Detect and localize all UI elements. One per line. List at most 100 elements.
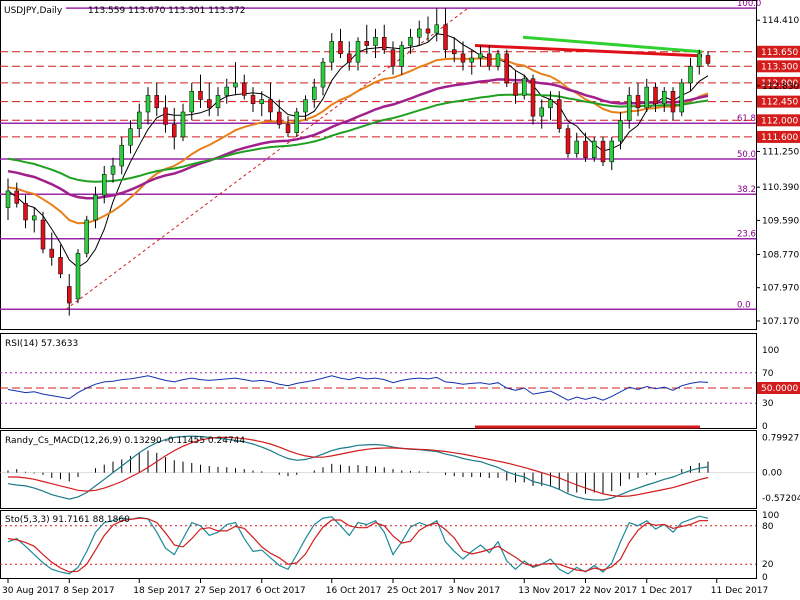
candle-body [574, 140, 579, 154]
price-panel-frame [0, 0, 757, 330]
candle-body [434, 24, 439, 34]
rsi-tick-label: 100 [762, 346, 779, 356]
date-label: 25 Oct 2017 [387, 586, 443, 596]
candle-body [128, 128, 133, 146]
candle-body [242, 82, 247, 96]
candle-body [233, 82, 238, 88]
rsi-panel-frame [0, 333, 757, 429]
moving-averages [7, 33, 709, 269]
candle-body [644, 86, 649, 109]
candle-body [338, 41, 343, 55]
candle-body [215, 95, 221, 109]
candle-body [417, 28, 422, 38]
price-level-tag [757, 95, 800, 108]
candle-body [635, 95, 641, 109]
fib-label: 50.0 [737, 150, 756, 160]
candle-body [425, 28, 431, 34]
candle-body [207, 99, 212, 109]
sto-tick-label: 0 [762, 573, 768, 583]
candle-body [23, 203, 28, 221]
candle-body [84, 219, 89, 254]
candle-body [618, 120, 623, 142]
fibonacci-levels: 100.0 61.8 50.0 38.2 23.6 0.0 [0, 0, 761, 310]
candle-body [688, 66, 693, 84]
macd-tick-label: 0.00 [762, 469, 782, 479]
symbol-timeframe: USDJPY,Daily [4, 6, 63, 16]
candle-body [224, 86, 229, 96]
rsi-tick-label: 70 [762, 369, 774, 379]
candle-body [504, 53, 509, 84]
candle-body [609, 140, 614, 163]
candle-body [320, 61, 326, 88]
candle-body [705, 55, 711, 64]
candle-body [198, 90, 203, 100]
fib-label: 100.0 [737, 0, 761, 9]
candle-body [49, 248, 54, 258]
candle-body [443, 24, 448, 50]
rsi-level-label: 50.0000 [761, 384, 798, 394]
ma-slow-line [7, 78, 709, 200]
candle-body [172, 124, 177, 138]
candle-body [382, 36, 387, 50]
date-label: 6 Oct 2017 [256, 586, 306, 596]
sto-signal-line [7, 517, 709, 573]
fib-label: 38.2 [737, 185, 756, 195]
price-tick-label: 110.390 [762, 183, 799, 193]
date-label: 11 Dec 2017 [711, 586, 769, 596]
macd-signal-line [8, 436, 709, 498]
candle-body [487, 53, 492, 67]
candle-body [102, 174, 107, 196]
macd-main-line [7, 435, 709, 501]
price-level-label: 113.650 [761, 48, 798, 58]
sto-title: Sto(5,3,3) 91.7161 88.1860 [5, 515, 130, 525]
fib-label: 61.8 [737, 114, 756, 124]
candle-body [180, 111, 186, 138]
date-label: 22 Nov 2017 [580, 586, 638, 596]
candle-body [347, 53, 352, 63]
candle-body [530, 78, 536, 117]
candle-body [697, 53, 702, 67]
candle-body [373, 36, 378, 46]
candle-body [93, 194, 98, 221]
candle-body [163, 107, 168, 125]
price-tick-label: 107.970 [762, 284, 799, 294]
candle-body [5, 190, 11, 208]
candle-body [390, 49, 396, 67]
date-label: 13 Nov 2017 [518, 586, 576, 596]
candle-body [565, 128, 571, 154]
price-tick-label: 107.170 [762, 317, 799, 327]
candle-body [583, 140, 588, 158]
candle-body [58, 257, 63, 275]
price-tick-label: 112.830 [762, 82, 799, 92]
date-label: 8 Sep 2017 [63, 586, 114, 596]
candle-body [662, 90, 667, 104]
candle-body [259, 99, 264, 104]
rsi-indicator: 50.0000 [0, 372, 800, 429]
price-levels: 113.650 113.300 112.900 112.450 112.000 111.6… [0, 35, 800, 143]
price-tick-label: 114.410 [762, 16, 799, 26]
macd-tick-label: -0.57204 [762, 494, 800, 504]
candlesticks [5, 8, 711, 316]
candle-body [67, 286, 72, 304]
date-label: 16 Oct 2017 [326, 586, 382, 596]
rsi-line [7, 375, 709, 401]
macd-indicator [0, 435, 756, 501]
stochastic-indicator [0, 515, 756, 575]
candle-body [137, 111, 142, 129]
candle-body [250, 95, 256, 104]
date-label: 30 Aug 2017 [2, 586, 60, 596]
rsi-level-tag [757, 382, 800, 394]
price-level-tag [757, 76, 800, 89]
candle-body [110, 165, 116, 175]
candle-body [75, 252, 81, 300]
fib-label: 23.6 [737, 230, 756, 240]
price-level-tag [757, 130, 800, 143]
rsi-tick-label: 30 [762, 399, 774, 409]
candle-body [539, 107, 544, 117]
resistance-trendline [474, 44, 703, 58]
candle-body [14, 190, 19, 204]
ohlc-readout: 113.559 113.670 113.301 113.372 [88, 6, 245, 16]
date-label: 3 Nov 2017 [448, 586, 500, 596]
candle-body [679, 82, 684, 113]
